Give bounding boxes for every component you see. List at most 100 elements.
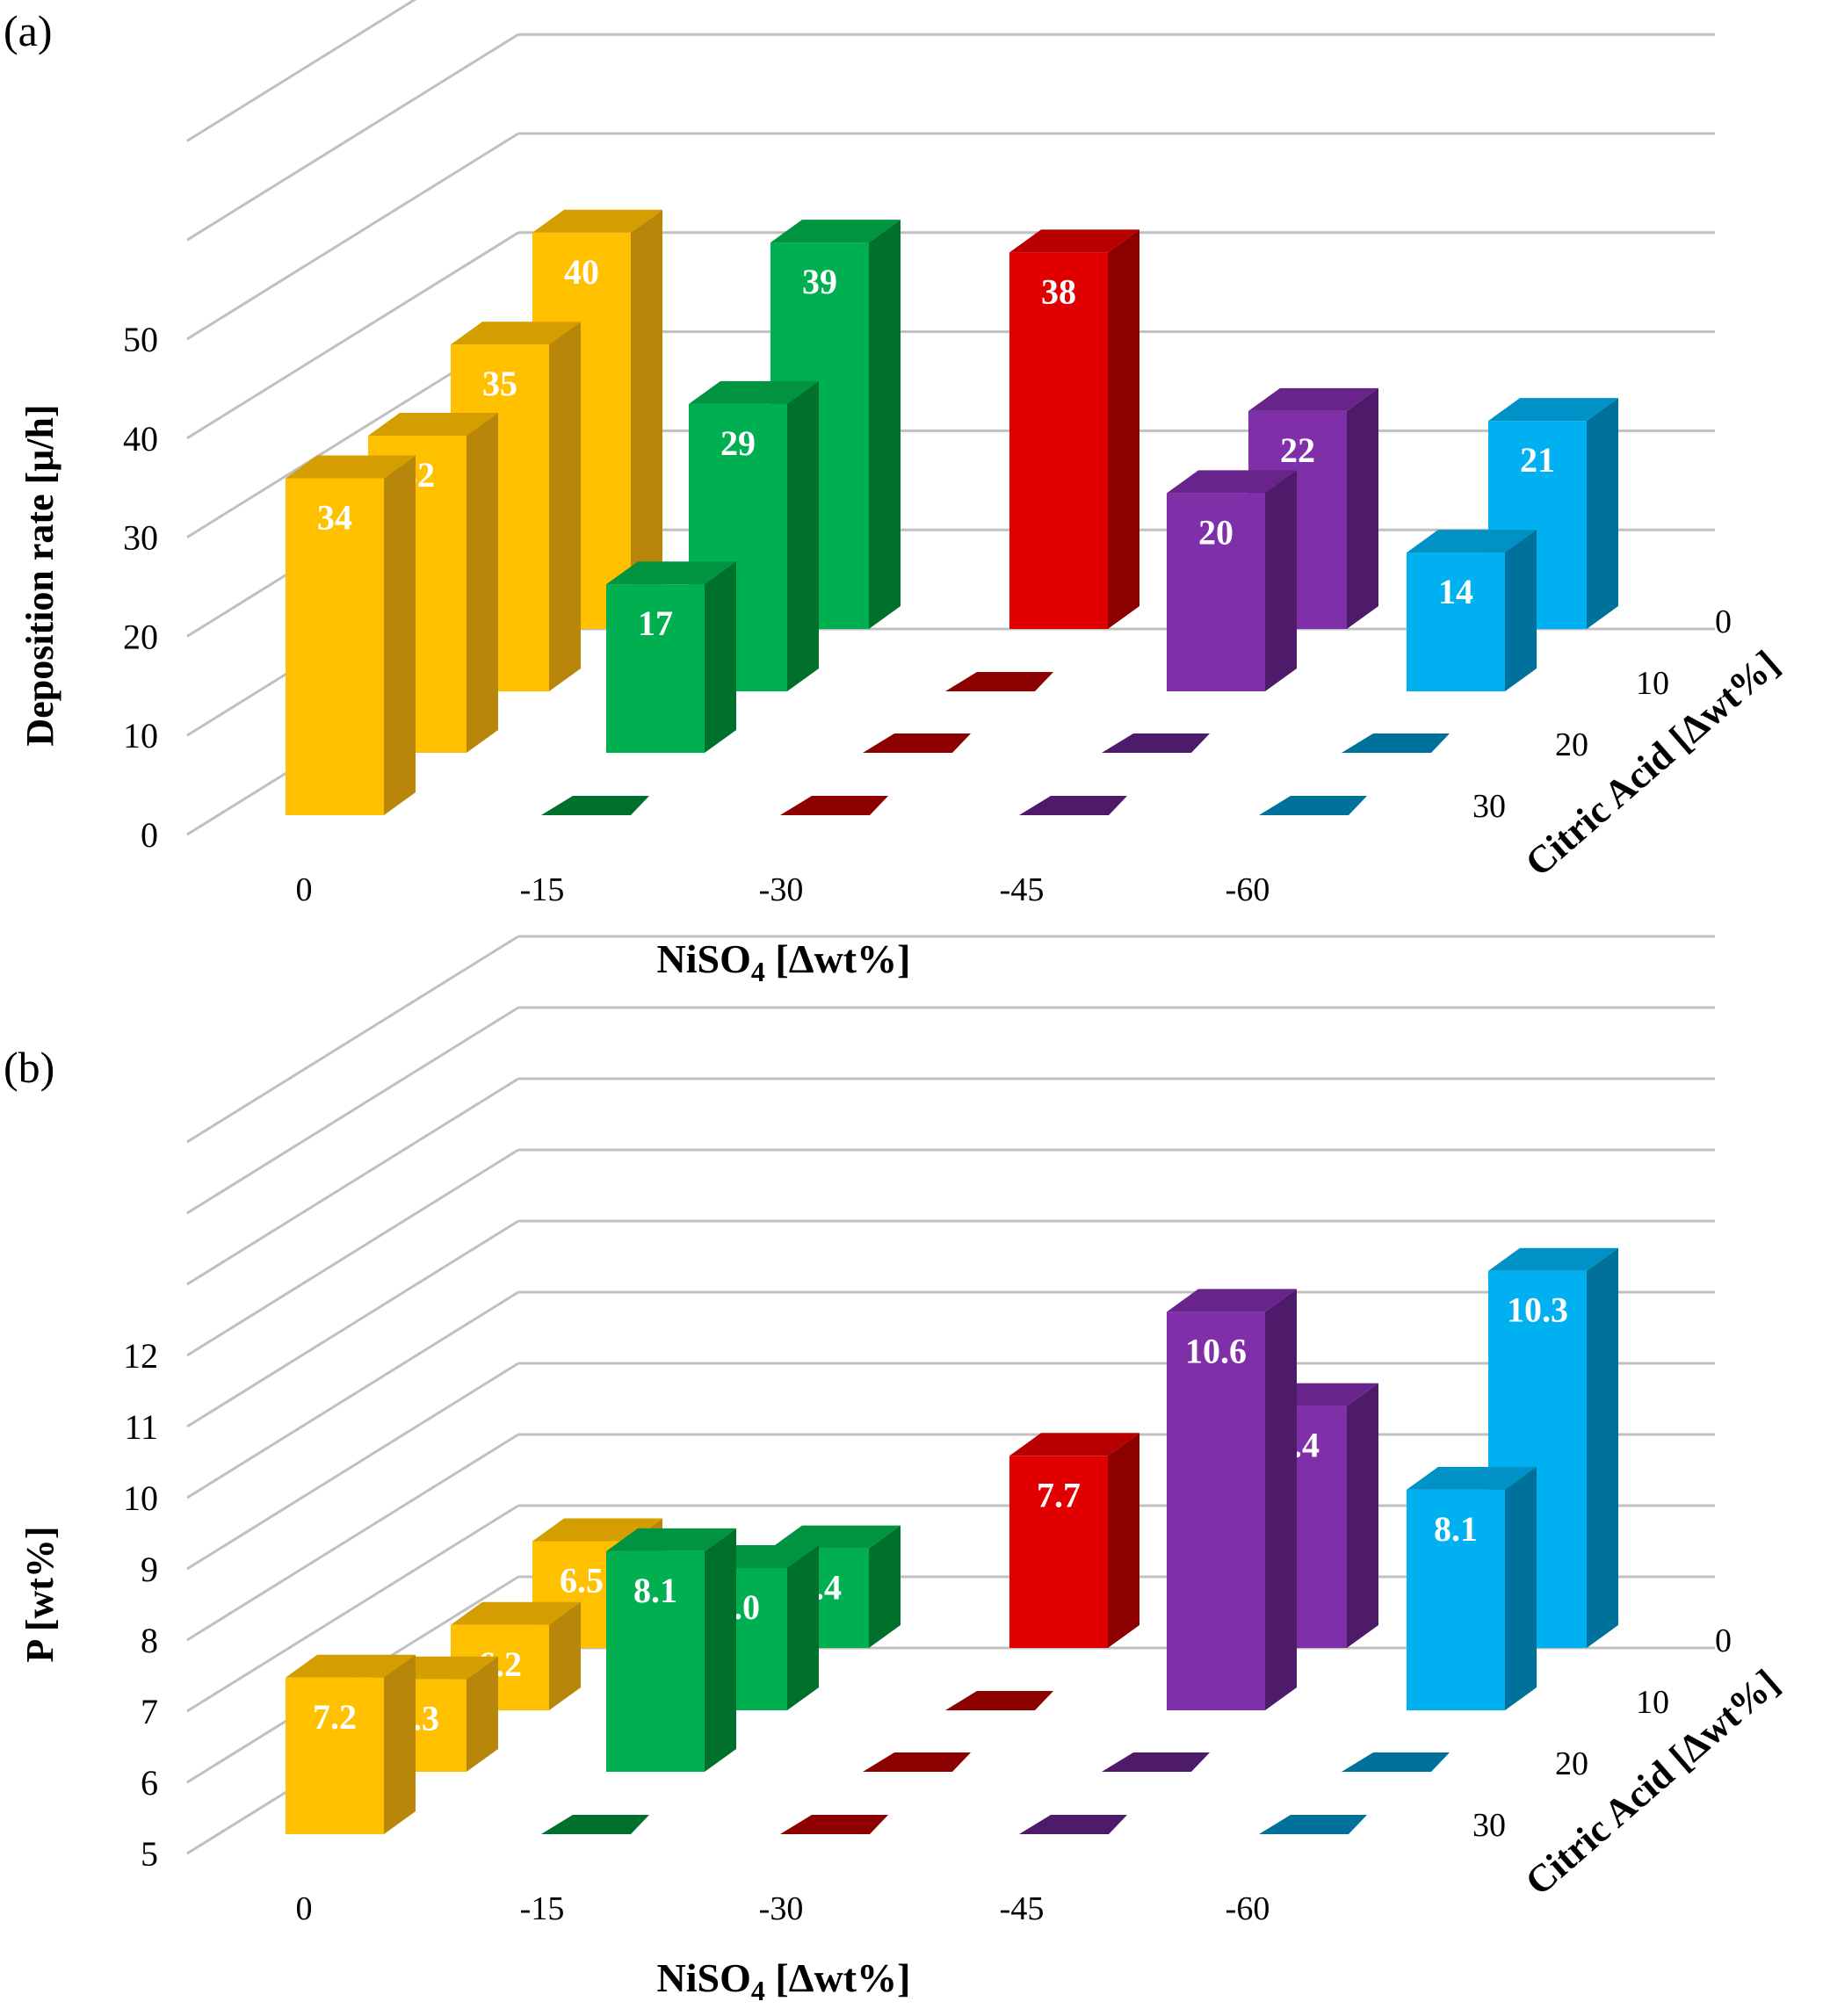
panel-label-b: (b)	[4, 1043, 54, 1092]
bar	[1167, 1311, 1265, 1710]
bar-value-label: 20	[1198, 512, 1233, 552]
bar	[286, 478, 384, 815]
bar-value-label: 34	[317, 497, 352, 537]
bar-side	[1587, 1247, 1618, 1648]
side-gridline	[186, 1290, 519, 1499]
bar-value-label: 8.1	[1434, 1509, 1478, 1549]
bar-value-label: 8.1	[633, 1571, 677, 1610]
y-tick-label: 10	[123, 1478, 158, 1518]
empty-bar-marker	[945, 672, 1053, 691]
x-tick-label: 0	[296, 1890, 313, 1927]
bar-top	[451, 1601, 581, 1625]
bar	[1407, 553, 1505, 691]
y-tick-label: 8	[141, 1621, 158, 1660]
x-tick-label: 0	[296, 871, 313, 908]
bar-top	[606, 561, 736, 585]
bar-value-label: 14	[1438, 572, 1473, 611]
empty-bar-marker	[780, 1815, 888, 1834]
z-tick-label: 0	[1715, 603, 1732, 640]
bar-side	[549, 1601, 581, 1710]
y-tick-label: 40	[123, 419, 158, 459]
bar-side	[705, 561, 736, 753]
x-axis-label: NiSO4 [Δwt%]	[657, 936, 911, 987]
bar-value-label: 21	[1520, 440, 1555, 480]
x-tick-label: -45	[1000, 1890, 1045, 1927]
bar-value-label: 35	[482, 364, 517, 403]
bar-side	[1505, 1466, 1537, 1710]
y-tick-label: 11	[124, 1407, 158, 1447]
bar-side	[1108, 1433, 1139, 1648]
bar-top	[1488, 1247, 1618, 1271]
bar-side	[631, 209, 662, 630]
bar-top	[689, 380, 819, 404]
bar	[606, 584, 705, 753]
bar-side	[549, 322, 581, 691]
bar-side	[869, 220, 901, 629]
empty-bar-marker	[863, 1752, 971, 1772]
y-axis-label: Deposition rate [μ/h]	[18, 404, 61, 746]
bar-side	[384, 1654, 416, 1834]
side-gridline	[186, 1362, 519, 1571]
y-axis-label: P [wt%]	[18, 1526, 61, 1662]
bar	[1167, 493, 1265, 691]
y-tick-label: 5	[141, 1834, 158, 1874]
bar-value-label: 10.3	[1507, 1290, 1568, 1330]
empty-bar-marker	[863, 733, 971, 753]
bar-top	[770, 220, 901, 243]
x-tick-label: -30	[759, 871, 804, 908]
side-gridline	[186, 1077, 519, 1286]
bar-top	[532, 209, 662, 233]
bar-value-label: 10.6	[1185, 1331, 1247, 1370]
empty-bar-marker	[1102, 1752, 1210, 1772]
bar-side	[1347, 387, 1378, 629]
empty-bar-marker	[1259, 796, 1367, 815]
bar-top	[606, 1528, 736, 1551]
z-tick-label: 10	[1636, 1684, 1669, 1721]
bar-side	[1265, 1289, 1297, 1710]
bar-side	[1108, 229, 1139, 629]
bar-top	[286, 455, 416, 479]
z-tick-label: 20	[1555, 726, 1588, 763]
bar-top	[1248, 387, 1378, 411]
bar-side	[467, 1656, 498, 1772]
bar-top	[1009, 229, 1139, 253]
side-gridline	[186, 935, 519, 1144]
y-tick-label: 0	[141, 815, 158, 855]
bar-side	[705, 1528, 736, 1772]
empty-bar-marker	[541, 796, 649, 815]
bar-value-label: 7.7	[1037, 1475, 1081, 1514]
bar-top	[770, 1525, 901, 1549]
z-tick-label: 30	[1472, 788, 1506, 825]
empty-bar-marker	[1342, 733, 1450, 753]
bar-side	[1587, 398, 1618, 629]
empty-bar-marker	[1342, 1752, 1450, 1772]
x-axis-label: NiSO4 [Δwt%]	[657, 1955, 911, 2006]
y-tick-label: 20	[123, 617, 158, 656]
empty-bar-marker	[1019, 796, 1127, 815]
empty-bar-marker	[1259, 1815, 1367, 1834]
bar-side	[869, 1525, 901, 1648]
y-tick-label: 7	[141, 1692, 158, 1731]
side-gridline	[186, 0, 417, 142]
side-gridline	[186, 33, 519, 242]
side-gridline	[186, 231, 519, 440]
y-tick-label: 50	[123, 320, 158, 359]
bar-value-label: 6.5	[560, 1561, 604, 1601]
bar-side	[1347, 1383, 1378, 1648]
x-tick-label: -15	[520, 871, 565, 908]
bar-value-label: 7.2	[313, 1697, 357, 1737]
empty-bar-marker	[1019, 1815, 1127, 1834]
bar-top	[1407, 1466, 1537, 1490]
y-tick-label: 10	[123, 716, 158, 755]
bar-side	[467, 413, 498, 753]
empty-bar-marker	[541, 1815, 649, 1834]
empty-bar-marker	[780, 796, 888, 815]
side-gridline	[186, 1006, 519, 1215]
empty-bar-marker	[945, 1691, 1053, 1710]
side-gridline	[186, 1219, 519, 1428]
bar	[286, 1677, 384, 1834]
empty-bar-marker	[1102, 733, 1210, 753]
side-gridline	[186, 1433, 519, 1642]
bar	[606, 1550, 705, 1772]
